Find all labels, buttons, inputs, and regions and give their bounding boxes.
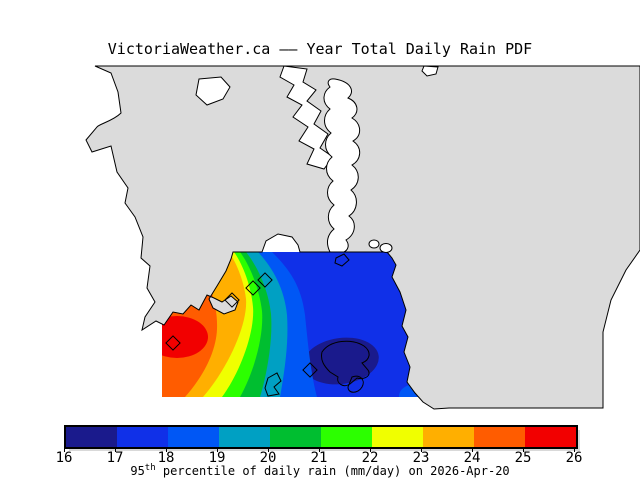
water-pocket — [195, 76, 231, 106]
water-island — [379, 243, 393, 253]
colorbar-segment — [423, 427, 474, 447]
station-diamond — [224, 292, 240, 308]
colorbar-segment — [117, 427, 168, 447]
plot-title: VictoriaWeather.ca —— Year Total Daily R… — [107, 40, 533, 58]
contour-band-16-17 — [303, 337, 379, 385]
station-diamond — [165, 335, 181, 351]
water-inlet-saanich — [279, 65, 334, 170]
colorbar-segment — [168, 427, 219, 447]
island-outline-large — [321, 340, 370, 387]
caption-rest: percentile of daily rain (mm/day) on 202… — [155, 464, 510, 478]
caption-percentile: 95 — [130, 464, 145, 478]
contour-band-25-26 — [162, 316, 208, 358]
station-diamond — [257, 272, 273, 288]
station-markers — [165, 272, 318, 378]
colorbar-segment — [270, 427, 321, 447]
colorbar-segment — [525, 427, 576, 447]
water-island — [368, 239, 380, 249]
colorbar-segment — [219, 427, 270, 447]
island-outline-small — [334, 253, 350, 267]
land-mass — [85, 65, 640, 410]
water-channel-strait — [323, 78, 361, 253]
water-notch-top — [421, 65, 439, 77]
colorbar-segment — [66, 427, 117, 447]
colorbar-caption: 95th percentile of daily rain (mm/day) o… — [0, 463, 640, 478]
colorbar-segment — [372, 427, 423, 447]
colorbar-segment — [474, 427, 525, 447]
colorbar-segment — [321, 427, 372, 447]
station-diamond — [302, 362, 318, 378]
colorbar — [64, 425, 578, 449]
station-diamond — [245, 280, 261, 296]
island-outline-hook — [347, 375, 364, 393]
caption-sup: th — [144, 463, 156, 473]
island-outline-south — [264, 372, 282, 397]
